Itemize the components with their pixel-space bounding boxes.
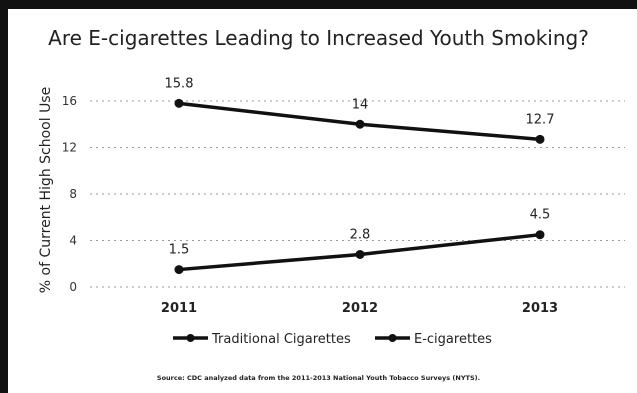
data-point xyxy=(355,249,365,259)
data-point xyxy=(174,98,184,108)
data-point xyxy=(174,265,184,275)
legend-swatch-marker xyxy=(186,334,195,342)
y-tick-label: 0 xyxy=(69,280,77,294)
x-tick-label: 2011 xyxy=(161,301,197,316)
legend-label: Traditional Cigarettes xyxy=(211,332,351,347)
x-axis-ticks: 2011 2012 2013 xyxy=(161,301,558,316)
gridlines xyxy=(90,100,625,288)
data-label: 2.8 xyxy=(350,227,371,242)
data-labels: 15.8 14 12.7 1.5 2.8 4.5 xyxy=(165,76,555,257)
data-label: 15.8 xyxy=(165,76,194,91)
y-tick-label: 4 xyxy=(69,234,77,248)
data-label: 14 xyxy=(352,97,369,112)
y-axis-ticks: 0 4 8 12 16 xyxy=(62,94,77,294)
y-axis-label: % of Current High School Use xyxy=(38,87,54,293)
chart-title: Are E-cigarettes Leading to Increased Yo… xyxy=(48,26,589,50)
y-tick-label: 16 xyxy=(62,94,77,108)
legend-swatch-marker xyxy=(388,334,397,342)
data-point xyxy=(535,134,545,144)
x-tick-label: 2013 xyxy=(522,301,558,316)
series-lines xyxy=(174,98,545,275)
y-tick-label: 8 xyxy=(69,187,77,201)
source-note: Source: CDC analyzed data from the 2011-… xyxy=(156,374,481,382)
legend-label: E-cigarettes xyxy=(414,332,492,347)
data-label: 12.7 xyxy=(526,112,555,127)
data-label: 1.5 xyxy=(169,243,190,258)
data-point xyxy=(535,230,545,240)
data-point xyxy=(355,119,365,129)
data-label: 4.5 xyxy=(530,208,551,223)
y-tick-label: 12 xyxy=(62,141,77,155)
legend: Traditional Cigarettes E-cigarettes xyxy=(173,332,492,347)
x-tick-label: 2012 xyxy=(342,301,378,316)
